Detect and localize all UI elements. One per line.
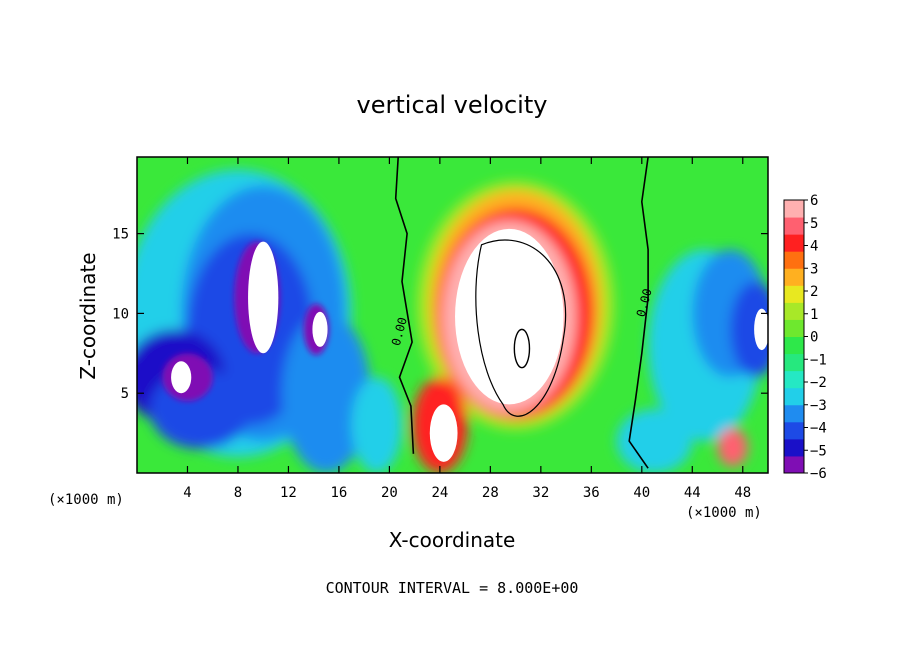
- x-tick-label: 8: [234, 485, 242, 501]
- colorbar-tick-label: 6: [810, 193, 818, 209]
- x-axis: 4 8 12 16 20 24 28 32 36 40 44 48: [183, 157, 751, 501]
- colorbar-tick-label: 4: [810, 239, 818, 255]
- colorbar-swatch: [784, 319, 804, 337]
- colorbar-swatch: [784, 336, 804, 355]
- colorbar-tick-label: −1: [810, 352, 827, 368]
- y-axis-label: Z-coordinate: [76, 252, 100, 379]
- colorbar-swatch: [784, 200, 804, 218]
- contour-loop: [513, 328, 531, 369]
- x-axis-label: X-coordinate: [389, 528, 516, 552]
- y-tick-label: 10: [112, 306, 129, 322]
- out-of-range-region: [429, 404, 458, 462]
- colorbar-swatch: [784, 234, 804, 252]
- x-tick-label: 16: [330, 485, 347, 501]
- colorbar-tick-label: −3: [810, 398, 827, 414]
- zero-contour: [628, 157, 649, 469]
- colorbar-swatch: [784, 438, 804, 457]
- out-of-range-region: [455, 228, 564, 405]
- colorbar-swatch: [784, 268, 804, 286]
- out-of-range-region: [754, 308, 768, 351]
- x-tick-label: 44: [684, 485, 701, 501]
- contour-interval-note: CONTOUR INTERVAL = 8.000E+00: [326, 579, 579, 597]
- x-tick-label: 28: [482, 485, 499, 501]
- x-tick-label: 40: [633, 485, 650, 501]
- positive-contour: [475, 239, 567, 417]
- y-tick-label: 15: [112, 227, 129, 243]
- colorbar-tick-label: −6: [810, 466, 827, 482]
- x-unit-right: (×1000 m): [686, 505, 762, 521]
- colorbar-swatch: [784, 285, 804, 303]
- out-of-range-region: [312, 311, 328, 347]
- colorbar-swatch: [784, 302, 804, 320]
- colorbar-tick-label: −4: [810, 421, 827, 437]
- colorbar-swatch: [784, 251, 804, 269]
- x-tick-label: 12: [280, 485, 297, 501]
- velocity-field: 0.000.00: [137, 157, 768, 473]
- out-of-range-region: [171, 361, 192, 394]
- colorbar-tick-label: 5: [810, 216, 818, 232]
- y-tick-label: 5: [121, 386, 129, 402]
- colorbar-swatch: [784, 387, 804, 406]
- colorbar-swatch: [784, 370, 804, 389]
- colorbar-swatch: [784, 353, 804, 372]
- colorbar-tick-label: −2: [810, 375, 827, 391]
- x-unit-left: (×1000 m): [48, 492, 124, 508]
- out-of-range-region: [248, 241, 279, 354]
- colorbar-tick-label: 2: [810, 284, 818, 300]
- colorbar-swatch: [784, 217, 804, 235]
- y-axis: 5 10 15: [112, 227, 768, 402]
- colorbar: 6 5 4 3 2 1 0 −1 −2 −3 −4 −5 −6: [783, 193, 827, 482]
- colorbar-swatch: [784, 404, 804, 423]
- colorbar-tick-label: 1: [810, 307, 818, 323]
- colorbar-tick-label: 0: [810, 330, 818, 346]
- x-tick-label: 48: [734, 485, 751, 501]
- zero-contour: [394, 157, 415, 454]
- chart-title: vertical velocity: [357, 91, 548, 119]
- colorbar-tick-label: −5: [810, 443, 827, 459]
- colorbar-swatch: [784, 455, 804, 474]
- x-tick-label: 24: [431, 485, 448, 501]
- x-tick-label: 20: [381, 485, 398, 501]
- x-tick-label: 36: [583, 485, 600, 501]
- plot-frame: [136, 156, 769, 474]
- x-tick-label: 32: [532, 485, 549, 501]
- colorbar-tick-label: 3: [810, 261, 818, 277]
- x-tick-label: 4: [183, 485, 191, 501]
- colorbar-swatch: [784, 421, 804, 440]
